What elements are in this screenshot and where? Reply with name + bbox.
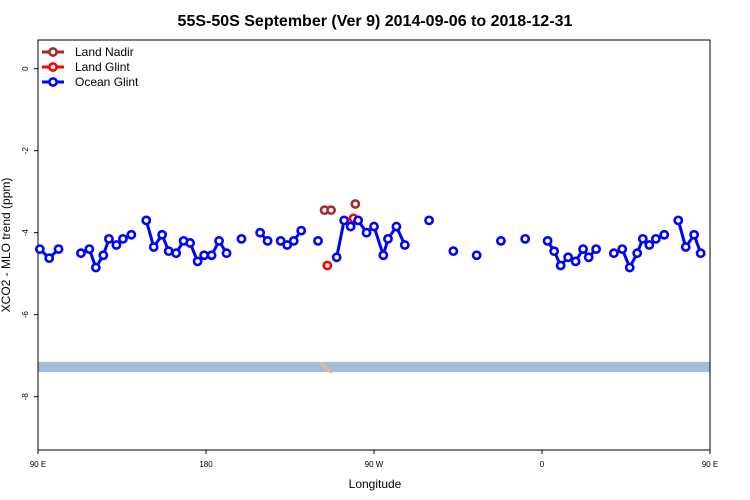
horizontal-band [38, 361, 710, 373]
ocean-glint-point [345, 221, 356, 232]
ocean-glint-point [126, 229, 137, 240]
ocean-glint-point [192, 256, 203, 267]
ocean-glint-point [282, 240, 293, 250]
ocean-glint-point [632, 248, 643, 259]
ocean-glint-point [339, 215, 350, 226]
x-tick-label: 180 [199, 460, 213, 469]
ocean-glint-point [90, 262, 101, 273]
legend-marker-ocean-glint [48, 77, 58, 87]
ocean-glint-point [520, 233, 531, 244]
x-axis-label: Longitude [349, 477, 402, 491]
ocean-glint-point [313, 235, 323, 246]
ocean-glint-point [542, 235, 553, 246]
ocean-glint-point [496, 235, 506, 246]
ocean-glint-point [659, 229, 670, 240]
x-tick-label: 90 W [365, 460, 384, 469]
ocean-glint-point [157, 229, 168, 240]
legend-label-land-glint: Land Glint [75, 60, 130, 74]
ocean-glint-point [185, 238, 196, 248]
ocean-glint-point [171, 248, 182, 259]
plot-frame [37, 39, 711, 451]
ocean-glint-point [221, 248, 232, 259]
ocean-glint-point [111, 240, 122, 250]
band-speckle [326, 369, 330, 372]
ocean-glint-point [617, 244, 628, 254]
ocean-glint-point [673, 215, 684, 226]
ocean-glint-point [236, 233, 247, 244]
chart-title: 55S-50S September (Ver 9) 2014-09-06 to … [178, 13, 573, 30]
ocean-glint-point [214, 235, 224, 246]
ocean-glint-point [199, 250, 210, 261]
ocean-glint-point [578, 244, 588, 254]
ocean-glint-point [262, 235, 273, 246]
ocean-glint-point [288, 235, 299, 246]
ocean-glint-point [84, 244, 95, 254]
ocean-glint-point [563, 252, 574, 263]
ocean-glint-point [34, 244, 45, 254]
ocean-glint-point [148, 242, 159, 252]
ocean-glint-point [399, 240, 410, 250]
ocean-glint-point [206, 250, 217, 261]
legend-marker-land-nadir [48, 47, 58, 57]
band-speckle [322, 364, 326, 367]
x-tick-label: 0 [540, 460, 545, 469]
legend-label-ocean-glint: Ocean Glint [75, 75, 139, 89]
ocean-glint-point [570, 256, 581, 267]
ocean-glint-point [637, 233, 648, 244]
ocean-glint-point [53, 244, 64, 254]
ocean-glint-point [361, 227, 372, 238]
ocean-glint-point [255, 227, 266, 238]
ocean-glint-point [369, 221, 379, 232]
ocean-glint-line [676, 219, 703, 254]
ocean-glint-point [391, 221, 402, 232]
ocean-glint-point [680, 242, 691, 252]
y-tick-label: 0 [21, 66, 30, 71]
legend-marker-land-glint [48, 62, 58, 72]
ocean-glint-point [624, 262, 635, 273]
ocean-glint-point [141, 215, 152, 226]
ocean-glint-point [76, 248, 86, 259]
band-speckle [329, 371, 333, 374]
x-tick-label: 90 E [702, 460, 718, 469]
ocean-glint-point [424, 215, 434, 226]
land-glint-point [322, 260, 333, 271]
ocean-glint-point [583, 252, 594, 263]
y-axis-label: XCO2 - MLO trend (ppm) [0, 178, 13, 313]
y-tick-label: -6 [21, 311, 30, 319]
ocean-glint-point [275, 235, 286, 246]
x-tick-label: 90 E [30, 460, 46, 469]
ocean-glint-point [471, 250, 482, 261]
y-tick-label: -2 [21, 147, 30, 155]
ocean-glint-point [555, 260, 566, 271]
band-speckle [323, 367, 327, 369]
y-tick-label: -8 [21, 393, 30, 401]
ocean-glint-point [383, 233, 393, 244]
band-speckle [320, 362, 324, 365]
ocean-glint-point [591, 244, 602, 254]
ocean-glint-point [608, 248, 619, 259]
ocean-glint-point [163, 246, 174, 257]
ocean-glint-point [98, 250, 109, 261]
ocean-glint-point [695, 248, 706, 259]
land-nadir-point [326, 205, 336, 216]
ocean-glint-point [378, 250, 389, 261]
ocean-glint-point [689, 229, 700, 240]
ocean-glint-point [331, 252, 342, 263]
ocean-glint-point [104, 233, 114, 244]
ocean-glint-point [448, 246, 459, 257]
ocean-glint-point [296, 225, 307, 236]
legend-label-land-nadir: Land Nadir [75, 45, 134, 59]
ocean-glint-point [44, 253, 55, 264]
ocean-glint-point [353, 215, 364, 226]
land-nadir-point [350, 199, 361, 209]
plot-area: 90 E 180 90 W 0 90 E 0 -2 -4 -6 -8 [21, 39, 718, 469]
ocean-glint-point [549, 246, 560, 257]
ocean-glint-point [644, 240, 655, 250]
ocean-glint-point [650, 233, 661, 244]
y-tick-label: -4 [21, 229, 30, 237]
ocean-glint-point [118, 233, 128, 244]
